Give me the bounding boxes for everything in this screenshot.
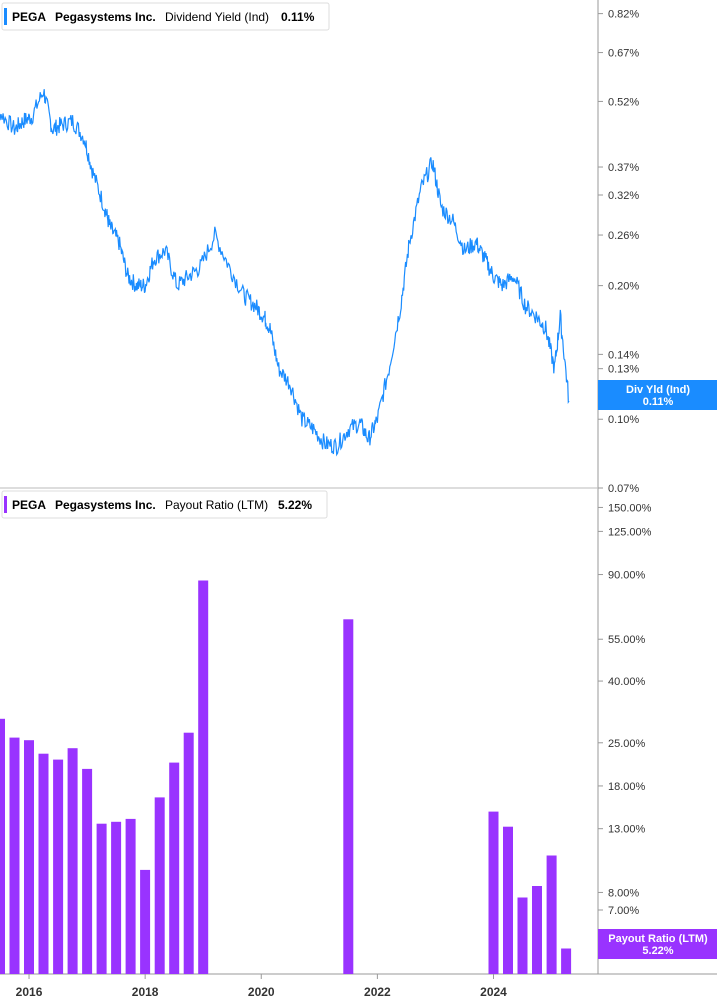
dividend-yield-header: PEGA Pegasystems Inc. Dividend Yield (In… (1, 2, 330, 31)
payout-ratio-bar (169, 762, 180, 974)
y-tick-label: 125.00% (608, 526, 652, 538)
dividend-yield-tag-label: Div Yld (Ind) (626, 384, 690, 396)
payout-ratio-bar (154, 797, 165, 974)
payout-ratio-bar (38, 753, 49, 974)
y-tick-label: 18.00% (608, 781, 646, 793)
payout-ratio-axis: 150.00% 125.00% 90.00% 55.00% 40.00% 25.00% 18… (598, 502, 652, 917)
dividend-yield-line (0, 89, 570, 457)
y-tick-label: 0.37% (608, 162, 639, 174)
payout-ratio-bar (183, 732, 194, 974)
payout-ratio-bars (0, 580, 572, 974)
payout-ratio-company: Pegasystems Inc. (55, 498, 156, 512)
payout-ratio-bar (517, 897, 528, 974)
payout-ratio-bar (125, 818, 136, 974)
payout-ratio-bar (67, 748, 78, 974)
dividend-yield-tag: Div Yld (Ind) 0.11% (598, 380, 717, 410)
y-tick-label: 0.13% (608, 364, 639, 376)
y-tick-label: 0.07% (608, 483, 639, 495)
payout-ratio-tag-value: 5.22% (642, 945, 673, 957)
y-tick-label: 0.14% (608, 349, 639, 361)
dividend-yield-metric: Dividend Yield (Ind) (165, 10, 269, 24)
y-tick-label: 0.26% (608, 230, 639, 242)
payout-ratio-bar (24, 740, 34, 974)
payout-ratio-bar (343, 619, 354, 974)
y-tick-label: 55.00% (608, 634, 646, 646)
y-tick-label: 13.00% (608, 824, 646, 836)
payout-ratio-bar (82, 768, 93, 974)
x-tick-label: 2016 (16, 985, 43, 999)
payout-ratio-tag: Payout Ratio (LTM) 5.22% (598, 929, 717, 959)
dividend-yield-value: 0.11% (281, 10, 315, 24)
payout-ratio-bar (198, 580, 209, 974)
payout-ratio-bar (53, 759, 64, 974)
payout-ratio-metric: Payout Ratio (LTM) (165, 498, 268, 512)
dividend-yield-axis: 0.82% 0.67% 0.52% 0.37% 0.32% 0.26% 0.20% 0.14%… (598, 9, 639, 495)
payout-ratio-header: PEGA Pegasystems Inc. Payout Ratio (LTM)… (1, 490, 328, 519)
y-tick-label: 150.00% (608, 502, 652, 514)
payout-ratio-bar (111, 821, 122, 974)
time-axis: 2016 2018 2020 2022 2024 (16, 974, 507, 999)
dividend-yield-company: Pegasystems Inc. (55, 10, 156, 24)
y-tick-label: 0.67% (608, 48, 639, 60)
y-tick-label: 0.32% (608, 190, 639, 202)
y-tick-label: 8.00% (608, 887, 639, 899)
y-tick-label: 0.52% (608, 96, 639, 108)
payout-ratio-bar (488, 811, 499, 974)
payout-ratio-ticker: PEGA (12, 498, 46, 512)
y-tick-label: 0.82% (608, 9, 639, 21)
x-tick-label: 2018 (132, 985, 159, 999)
y-tick-label: 0.10% (608, 414, 639, 426)
payout-ratio-tag-label: Payout Ratio (LTM) (608, 933, 708, 945)
payout-ratio-bar (140, 869, 151, 974)
dividend-yield-ticker: PEGA (12, 10, 46, 24)
payout-ratio-bar (96, 823, 107, 974)
y-tick-label: 25.00% (608, 738, 646, 750)
payout-ratio-bar (503, 826, 513, 974)
y-tick-label: 7.00% (608, 905, 639, 917)
x-tick-label: 2024 (480, 985, 507, 999)
y-tick-label: 90.00% (608, 570, 646, 582)
payout-ratio-bar (546, 855, 557, 974)
x-tick-label: 2020 (248, 985, 275, 999)
payout-ratio-bar (561, 948, 572, 974)
y-tick-label: 0.20% (608, 281, 639, 293)
x-tick-label: 2022 (364, 985, 391, 999)
payout-ratio-value: 5.22% (278, 498, 312, 512)
payout-ratio-bar (9, 737, 20, 974)
y-tick-label: 40.00% (608, 676, 646, 688)
payout-ratio-bar (532, 886, 542, 974)
dividend-yield-tag-value: 0.11% (643, 396, 674, 408)
payout-ratio-bar (0, 718, 5, 974)
